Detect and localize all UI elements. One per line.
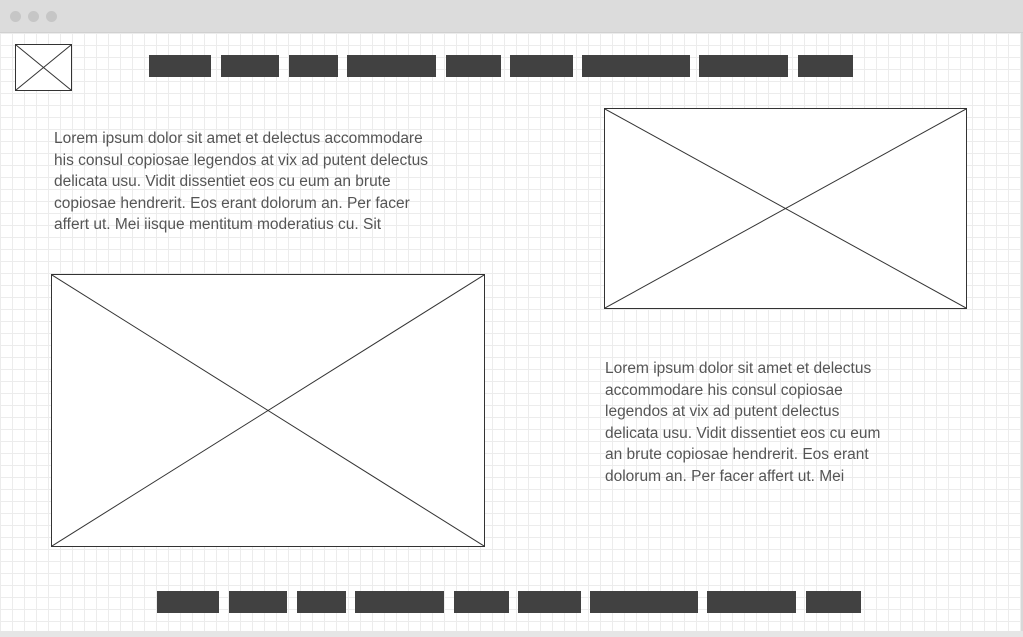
right-paragraph-line: delicata usu. Vidit dissentiet eos cu eu… <box>605 424 881 442</box>
left-paragraph-line: copiosae hendrerit. Eos erant dolorum an… <box>54 194 410 212</box>
right-paragraph-line: legendos at vix ad putent delectus <box>605 403 840 420</box>
window-minimize-dot[interactable] <box>28 11 39 22</box>
right-paragraph-line: dolorum an. Per facer affert ut. Mei <box>605 467 845 485</box>
top-nav-item-2[interactable] <box>221 55 279 77</box>
top-nav-item-9[interactable] <box>798 55 853 77</box>
top-nav-item-8[interactable] <box>699 55 788 77</box>
image-placeholder-icon <box>52 275 484 546</box>
window-close-dot[interactable] <box>10 11 21 22</box>
top-navigation <box>149 55 854 77</box>
left-paragraph-line: affert ut. Mei iisque mentitum moderatiu… <box>54 216 382 233</box>
footer-nav-item-1[interactable] <box>157 591 219 613</box>
footer-nav-item-5[interactable] <box>454 591 509 613</box>
window-maximize-dot[interactable] <box>46 11 57 22</box>
top-nav-item-7[interactable] <box>582 55 690 77</box>
footer-nav-item-8[interactable] <box>707 591 796 613</box>
footer-nav-item-9[interactable] <box>806 591 861 613</box>
top-nav-item-3[interactable] <box>289 55 338 77</box>
footer-nav-item-6[interactable] <box>518 591 581 613</box>
right-paragraph-line: accommodare his consul copiosae <box>605 381 843 399</box>
window-bottom-edge <box>0 631 1023 637</box>
wireframe-canvas: Lorem ipsum dolor sit amet et delectus a… <box>0 33 1023 631</box>
image-placeholder-icon <box>16 45 71 90</box>
top-nav-item-5[interactable] <box>446 55 501 77</box>
left-paragraph-line: his consul copiosae legendos at vix ad p… <box>54 151 428 169</box>
top-nav-item-6[interactable] <box>510 55 573 77</box>
footer-navigation <box>157 591 862 613</box>
left-image-placeholder[interactable] <box>51 274 485 547</box>
left-paragraph-line: Lorem ipsum dolor sit amet et delectus a… <box>54 130 423 147</box>
logo-image-placeholder[interactable] <box>15 44 72 91</box>
footer-nav-item-4[interactable] <box>355 591 444 613</box>
right-paragraph-line: an brute copiosae hendrerit. Eos erant <box>605 446 869 463</box>
top-nav-item-1[interactable] <box>149 55 211 77</box>
title-bar <box>0 0 1023 33</box>
top-nav-item-4[interactable] <box>347 55 436 77</box>
footer-nav-item-2[interactable] <box>229 591 287 613</box>
right-paragraph-line: Lorem ipsum dolor sit amet et delectus <box>605 360 872 377</box>
right-paragraph: Lorem ipsum dolor sit amet et delectus a… <box>605 358 955 487</box>
left-paragraph: Lorem ipsum dolor sit amet et delectus a… <box>54 128 524 236</box>
left-paragraph-line: delicata usu. Vidit dissentiet eos cu eu… <box>54 173 391 190</box>
right-image-placeholder[interactable] <box>604 108 967 309</box>
image-placeholder-icon <box>605 109 966 308</box>
footer-nav-item-7[interactable] <box>590 591 698 613</box>
footer-nav-item-3[interactable] <box>297 591 346 613</box>
